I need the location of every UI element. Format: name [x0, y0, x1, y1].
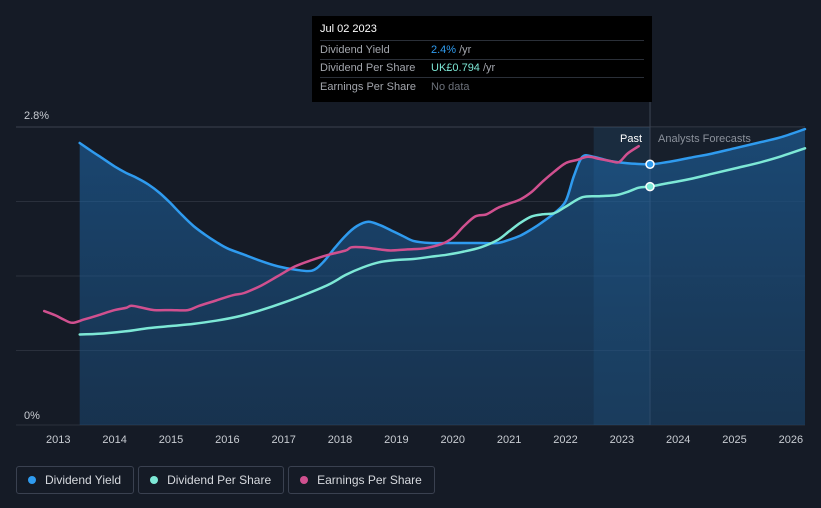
tooltip-unit: /yr [459, 43, 472, 56]
tooltip-row-dividend-yield: Dividend Yield 2.4% /yr [320, 40, 644, 59]
x-tick-label: 2023 [610, 434, 634, 446]
legend-dividend-per-share[interactable]: Dividend Per Share [138, 466, 285, 494]
x-tick-label: 2026 [779, 434, 803, 446]
forecast-label: Analysts Forecasts [658, 133, 751, 145]
x-tick-label: 2025 [722, 434, 746, 446]
tooltip-label: Dividend Yield [320, 43, 390, 56]
marker-yield [645, 159, 655, 169]
legend-dot-icon [28, 476, 36, 484]
tooltip-label: Earnings Per Share [320, 80, 416, 93]
tooltip-date: Jul 02 2023 [320, 23, 377, 35]
x-tick-label: 2016 [215, 434, 239, 446]
past-label: Past [620, 133, 642, 145]
tooltip-unit: /yr [482, 62, 496, 75]
legend-label: Dividend Yield [45, 473, 122, 487]
y-axis-min-label: 0% [24, 410, 40, 422]
x-tick-label: 2022 [553, 434, 577, 446]
legend-earnings-per-share[interactable]: Earnings Per Share [288, 466, 435, 494]
series-area-yield [79, 129, 805, 425]
legend-dot-icon [300, 476, 309, 484]
y-axis-max-label: 2.8% [24, 110, 49, 122]
x-tick-label: 2014 [102, 434, 126, 446]
tooltip-row-earnings-per-share: Earnings Per Share No data [320, 77, 644, 96]
x-tick-label: 2015 [159, 434, 183, 446]
legend-dividend-yield[interactable]: Dividend Yield [16, 466, 135, 494]
tooltip-row-dividend-per-share: Dividend Per Share UK£0.794 /yr [320, 58, 644, 78]
legend-dot-icon [150, 476, 159, 484]
chart-legend: Dividend Yield Dividend Per Share Earnin… [16, 466, 435, 494]
legend-label: Earnings Per Share [317, 473, 422, 487]
tooltip-label: Dividend Per Share [320, 62, 416, 75]
x-tick-label: 2024 [666, 434, 690, 446]
tooltip-value: UK£0.794 [431, 62, 480, 75]
x-tick-label: 2021 [497, 434, 521, 446]
marker-dps [645, 181, 655, 192]
x-tick-label: 2013 [46, 434, 70, 446]
x-tick-label: 2020 [441, 434, 465, 446]
tooltip-value: 2.4% [431, 43, 457, 56]
x-tick-label: 2017 [271, 434, 295, 446]
legend-label: Dividend Per Share [167, 473, 272, 487]
series-line-eps [42, 144, 640, 325]
tooltip-value: No data [431, 80, 470, 93]
x-tick-label: 2019 [384, 434, 408, 446]
data-tooltip: Jul 02 2023 Dividend Yield 2.4% /yr Divi… [312, 16, 652, 102]
x-tick-label: 2018 [328, 434, 352, 446]
